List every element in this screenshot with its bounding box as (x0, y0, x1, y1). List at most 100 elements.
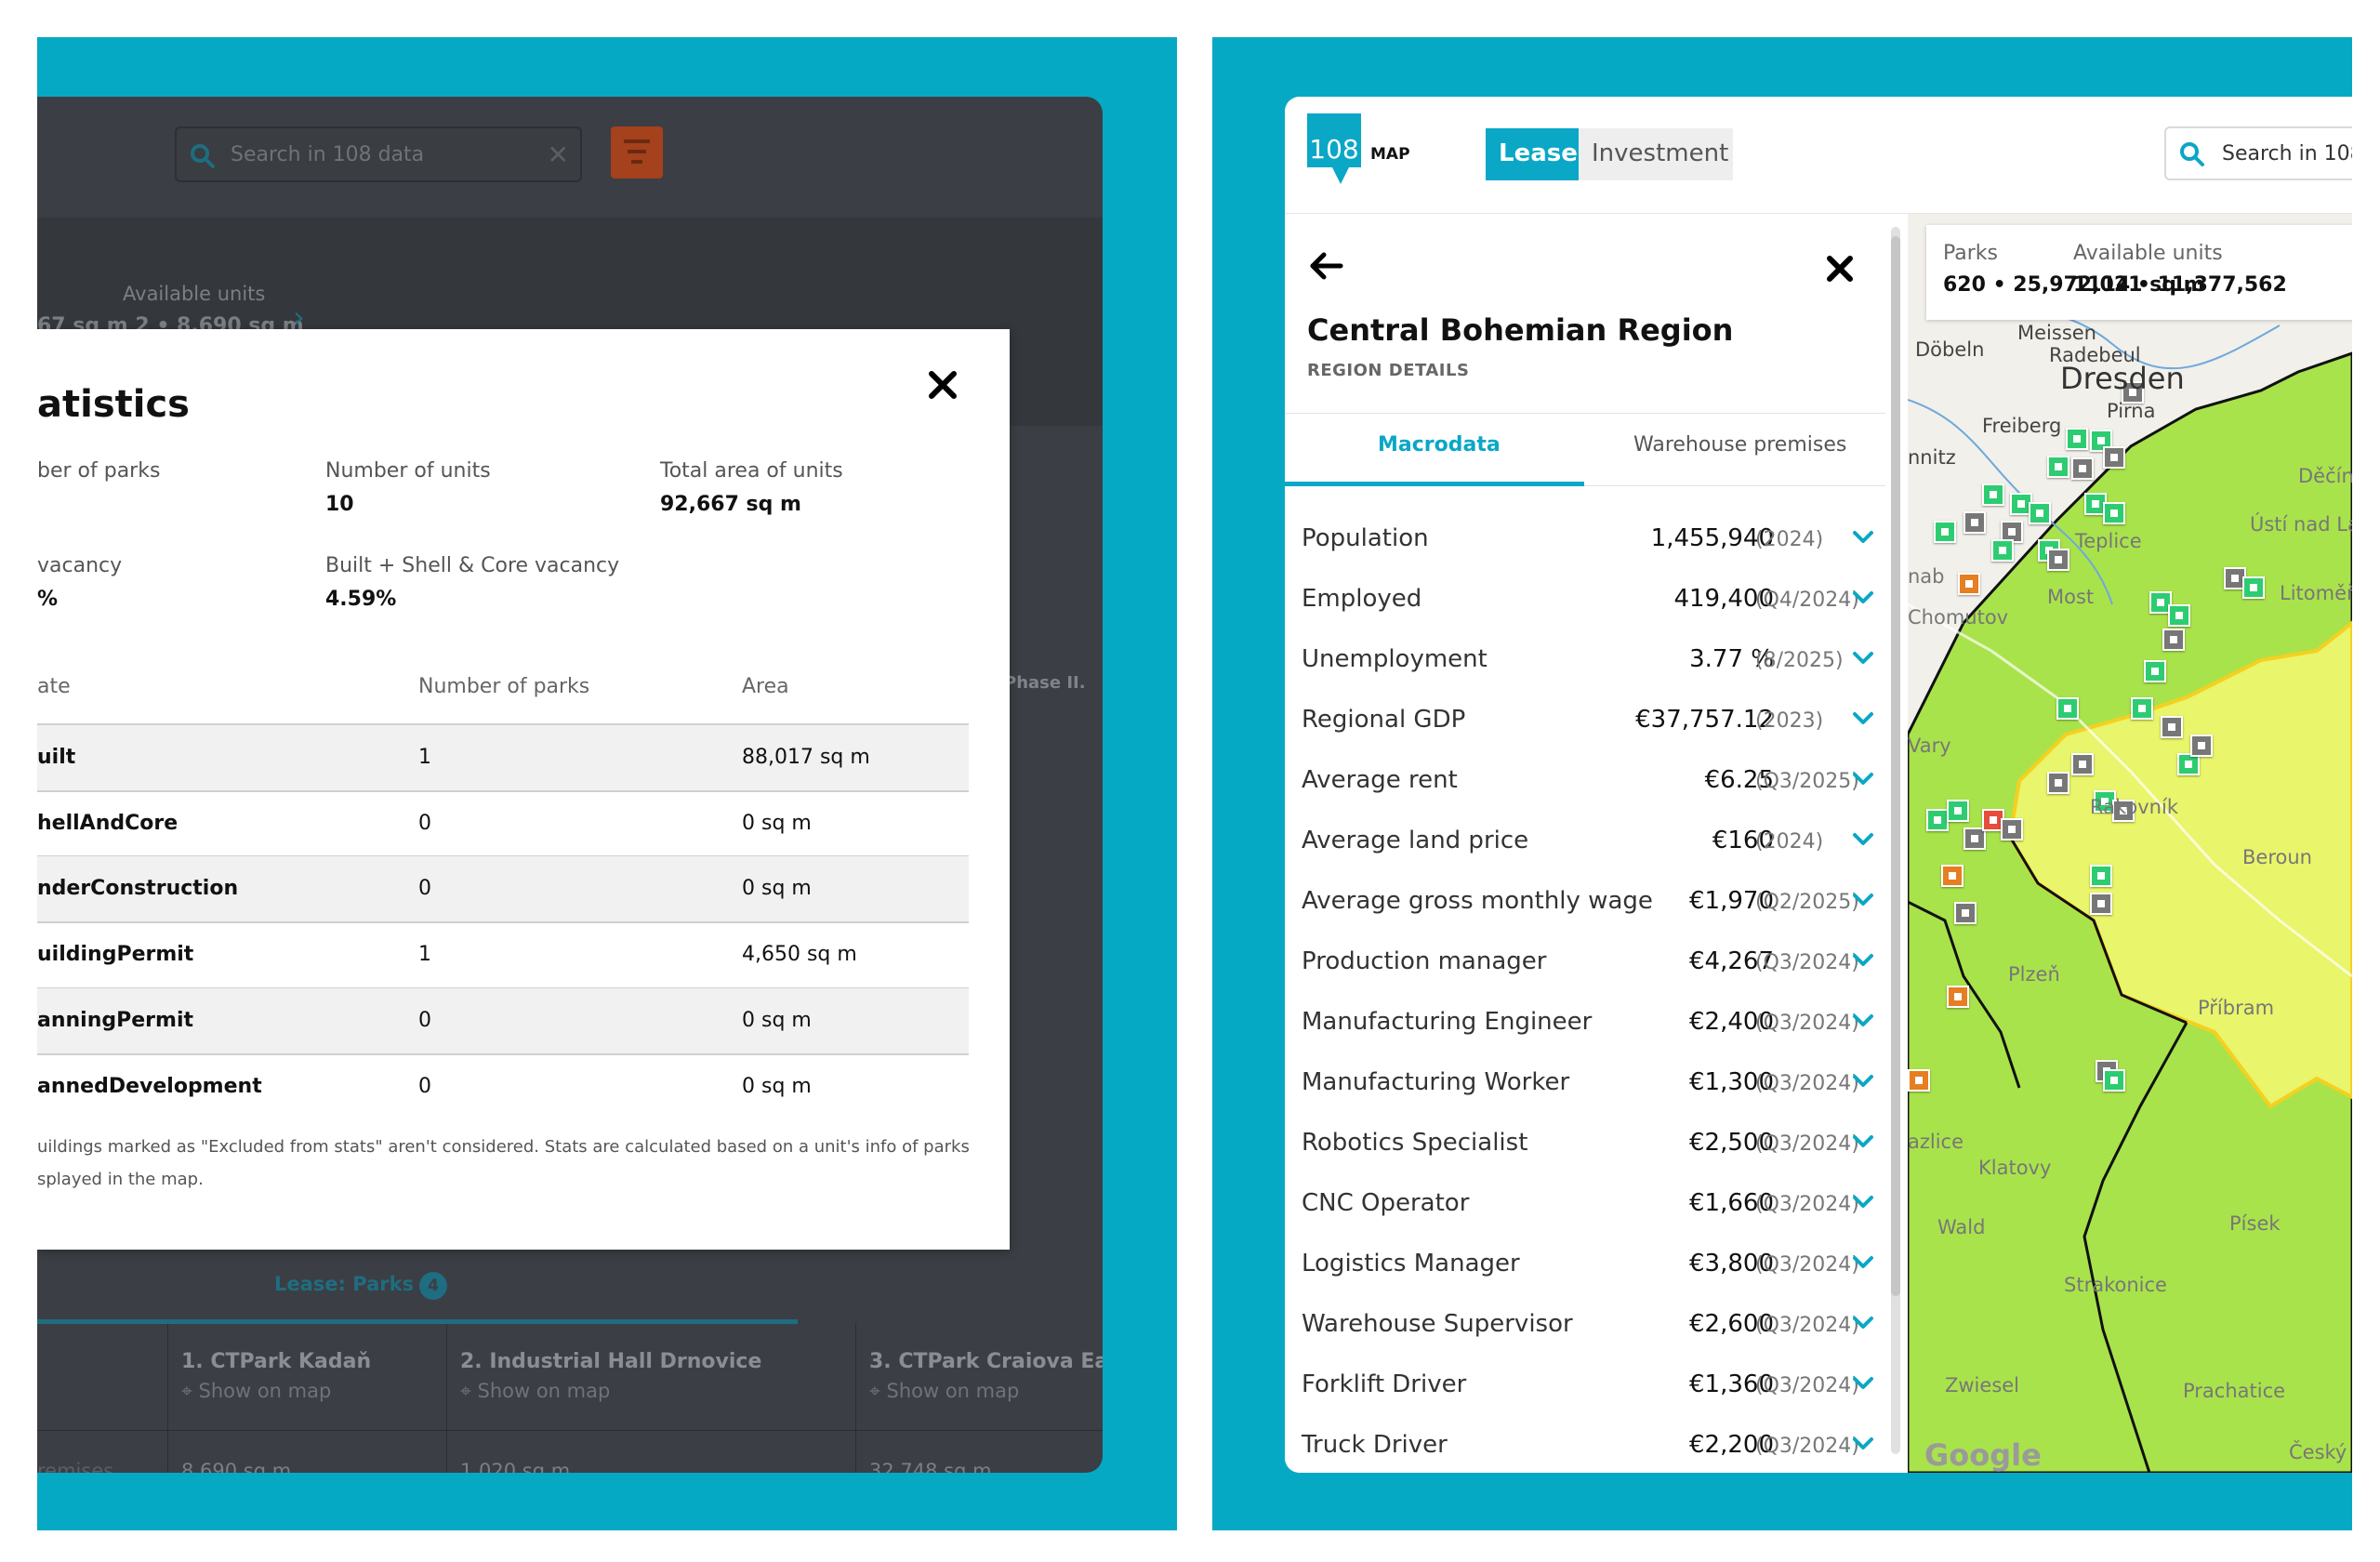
park-marker-icon[interactable] (2047, 549, 2069, 571)
show-on-map-link[interactable]: ⌖ Show on map (869, 1380, 1020, 1402)
chevron-down-icon[interactable] (1852, 1436, 1874, 1451)
chevron-down-icon[interactable] (1852, 711, 1874, 726)
region-map[interactable]: Parks 620 • 25,972,021 sq m Available un… (1908, 214, 2352, 1473)
tab-investment[interactable]: Investment (1579, 128, 1733, 180)
chevron-down-icon[interactable] (1852, 1376, 1874, 1391)
macrodata-row[interactable]: Average rent €6.25 (Q3/2025) (1302, 762, 1874, 800)
park-marker-icon[interactable] (2242, 576, 2265, 599)
chevron-down-icon[interactable] (1852, 772, 1874, 787)
park-marker-icon[interactable] (1964, 827, 1986, 850)
park-marker-icon[interactable] (1958, 573, 1980, 595)
close-icon[interactable] (1824, 253, 1856, 285)
macrodata-row[interactable]: Robotics Specialist €2,500 (Q3/2024) (1302, 1125, 1874, 1162)
park-marker-icon[interactable] (2190, 735, 2213, 757)
chevron-down-icon[interactable] (1852, 1195, 1874, 1210)
chevron-down-icon[interactable] (1852, 530, 1874, 545)
park-marker-icon[interactable] (2177, 753, 2200, 775)
logo[interactable]: 108 (1307, 113, 1363, 188)
park-column[interactable]: 1. CTPark Kadaň ⌖ Show on map 8,690 sq m (167, 1324, 446, 1473)
map-place-label: nnitz (1908, 446, 1956, 469)
park-marker-icon[interactable] (2168, 604, 2190, 627)
macrodata-row[interactable]: Manufacturing Worker €1,300 (Q3/2024) (1302, 1065, 1874, 1102)
macrodata-row[interactable]: Regional GDP €37,757.12 (2023) (1302, 702, 1874, 739)
tab-warehouse-premises[interactable]: Warehouse premises (1633, 433, 1847, 457)
search-box[interactable]: Search in 108 data ✕ (175, 126, 582, 182)
macrodata-row[interactable]: Forklift Driver €1,360 (Q3/2024) (1302, 1367, 1874, 1404)
park-marker-icon[interactable] (2047, 772, 2069, 794)
chevron-down-icon[interactable] (1852, 953, 1874, 968)
back-arrow-icon[interactable] (1307, 247, 1344, 285)
map-place-label: Meissen (2017, 322, 2096, 344)
park-marker-icon[interactable] (1934, 521, 1956, 543)
park-marker-icon[interactable] (2071, 753, 2094, 775)
chevron-down-icon[interactable] (1852, 1316, 1874, 1330)
park-marker-icon[interactable] (2112, 800, 2135, 822)
park-marker-icon[interactable] (2103, 1069, 2125, 1092)
park-marker-icon[interactable] (1947, 800, 1969, 822)
park-marker-icon[interactable] (2149, 591, 2172, 614)
macrodata-row[interactable]: Production manager €4,267 (Q3/2024) (1302, 944, 1874, 981)
park-marker-icon[interactable] (2090, 865, 2112, 887)
chevron-down-icon[interactable] (1852, 1255, 1874, 1270)
park-marker-icon[interactable] (2056, 697, 2079, 720)
park-marker-icon[interactable] (2090, 893, 2112, 915)
region-title: Central Bohemian Region (1307, 312, 1734, 348)
table-row: uilt 1 88,017 sq m (37, 725, 969, 790)
park-marker-icon[interactable] (2131, 697, 2153, 720)
search-input[interactable]: Search in 108 (2164, 126, 2352, 180)
macrodata-row[interactable]: Logistics Manager €3,800 (Q3/2024) (1302, 1246, 1874, 1283)
tab-macrodata[interactable]: Macrodata (1378, 433, 1501, 457)
sidebar-scrollbar[interactable] (1891, 227, 1900, 1454)
show-on-map-link[interactable]: ⌖ Show on map (460, 1380, 611, 1402)
park-marker-icon[interactable] (1991, 539, 2014, 562)
table-header-parks: Number of parks (418, 675, 590, 698)
park-marker-icon[interactable] (2103, 446, 2125, 469)
chevron-down-icon[interactable] (1852, 1074, 1874, 1089)
park-marker-icon[interactable] (1941, 865, 1964, 887)
macrodata-row[interactable]: Warehouse Supervisor €2,600 (Q3/2024) (1302, 1306, 1874, 1344)
park-marker-icon[interactable] (2161, 716, 2183, 738)
park-marker-icon[interactable] (2071, 457, 2094, 480)
macrodata-row[interactable]: Average land price €160 (2024) (1302, 823, 1874, 860)
macrodata-row[interactable]: Manufacturing Engineer €2,400 (Q3/2024) (1302, 1004, 1874, 1041)
chevron-down-icon[interactable] (1852, 893, 1874, 907)
park-marker-icon[interactable] (2001, 818, 2023, 841)
map-place-label: Strakonice (2064, 1274, 2167, 1296)
chevron-down-icon[interactable] (1852, 832, 1874, 847)
park-marker-icon[interactable] (2162, 629, 2185, 651)
close-icon[interactable] (924, 366, 961, 404)
park-marker-icon[interactable] (2122, 381, 2144, 404)
park-marker-icon[interactable] (1964, 511, 1986, 534)
park-marker-icon[interactable] (2066, 428, 2088, 450)
park-marker-icon[interactable] (1954, 902, 1977, 924)
filter-button[interactable] (611, 126, 663, 179)
macrodata-row[interactable]: Unemployment 3.77 % (8/2025) (1302, 642, 1874, 679)
park-marker-icon[interactable] (1947, 986, 1969, 1008)
chevron-down-icon[interactable] (1852, 651, 1874, 666)
macrodata-row[interactable]: CNC Operator €1,660 (Q3/2024) (1302, 1185, 1874, 1223)
clear-icon[interactable]: ✕ (547, 139, 569, 170)
park-marker-icon[interactable] (2144, 660, 2166, 682)
park-column[interactable]: 3. CTPark Craiova East ⌖ Show on map 32,… (855, 1324, 1103, 1473)
tab-lease[interactable]: Lease (1486, 128, 1579, 180)
show-on-map-link[interactable]: ⌖ Show on map (181, 1380, 332, 1402)
chevron-down-icon[interactable] (1852, 590, 1874, 605)
macrodata-label: Manufacturing Engineer (1302, 1008, 1593, 1036)
macrodata-row[interactable]: Average gross monthly wage €1,970 (Q2/2025… (1302, 883, 1874, 920)
macrodata-period: (Q3/2025) (1755, 770, 1859, 793)
park-marker-icon[interactable] (1926, 809, 1949, 831)
park-marker-icon[interactable] (2103, 502, 2125, 524)
macrodata-row[interactable]: Population 1,455,940 (2024) (1302, 521, 1874, 558)
park-column[interactable]: 2. Industrial Hall Drnovice ⌖ Show on ma… (446, 1324, 855, 1473)
macrodata-row[interactable]: Employed 419,400 (Q4/2024) (1302, 581, 1874, 618)
chevron-right-icon[interactable]: › (293, 299, 305, 335)
macrodata-row[interactable]: Truck Driver €2,200 (Q3/2024) (1302, 1427, 1874, 1464)
park-marker-icon[interactable] (2029, 502, 2051, 524)
park-marker-icon[interactable] (1908, 1069, 1930, 1092)
lease-parks-tab[interactable]: Lease: Parks 4 (274, 1272, 448, 1300)
macrodata-label: Warehouse Supervisor (1302, 1310, 1573, 1338)
park-marker-icon[interactable] (2047, 456, 2069, 478)
park-marker-icon[interactable] (1982, 483, 2004, 506)
chevron-down-icon[interactable] (1852, 1013, 1874, 1028)
chevron-down-icon[interactable] (1852, 1134, 1874, 1149)
